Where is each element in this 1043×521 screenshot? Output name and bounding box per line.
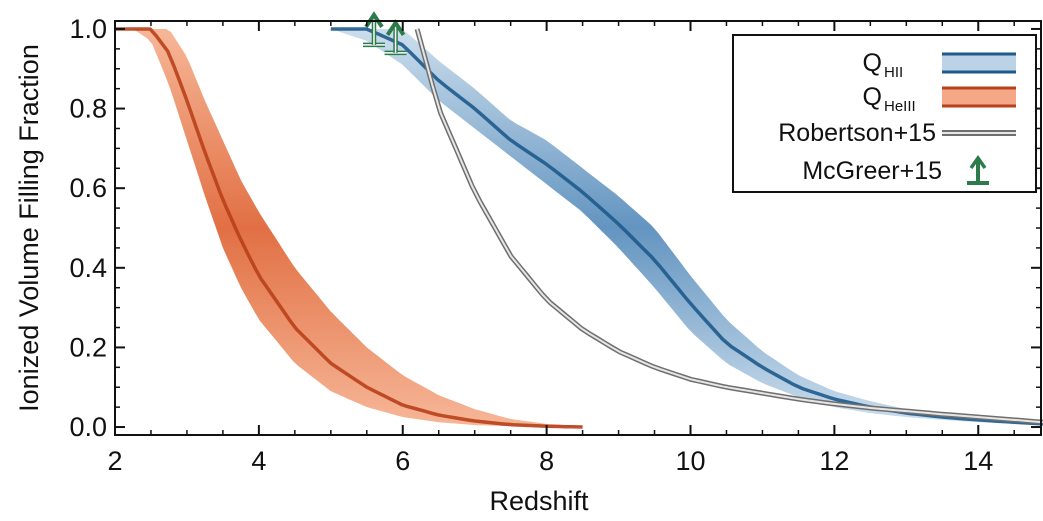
- x-axis-title: Redshift: [489, 486, 589, 516]
- legend-label: McGreer+15: [802, 157, 942, 185]
- x-tick-label-4: 10: [675, 446, 705, 476]
- y-tick-label-4: 0.8: [69, 94, 107, 124]
- mcgreer-point-1: [384, 19, 407, 56]
- x-tick-label-6: 14: [963, 446, 993, 476]
- mcgreer-arrow-head: [364, 11, 384, 28]
- x-tick-label-1: 4: [251, 446, 266, 476]
- robertson-line-inner: [416, 28, 1043, 424]
- mcgreer-point-0: [362, 11, 385, 48]
- mcgreer-arrow-head: [385, 19, 406, 36]
- y-tick-label-2: 0.4: [69, 253, 107, 283]
- y-axis-title: Ionized Volume Filling Fraction: [14, 44, 44, 412]
- x-tick-label-5: 12: [819, 446, 849, 476]
- legend-label: Robertson+15: [778, 119, 936, 147]
- legend-marker-head: [969, 154, 987, 170]
- x-tick-label-0: 2: [107, 446, 122, 476]
- plot-area: [115, 11, 1043, 429]
- legend-label-sub: HeIII: [884, 98, 916, 115]
- axes: 2 4 6 8 10 12 14 0.0 0.2 0.4 0.6 0.8 1.0 Redshift Ioni…: [14, 14, 1042, 516]
- series-median-1: [115, 27, 583, 429]
- legend-swatch: [942, 88, 1016, 106]
- legend-swatch: [942, 54, 1016, 72]
- x-tick-label-3: 8: [539, 446, 554, 476]
- legend-entry-2: Robertson+15: [778, 119, 1016, 147]
- legend-entry-0: Q HII: [863, 49, 1016, 81]
- y-tick-label-0: 0.0: [69, 412, 107, 442]
- legend-entry-1: Q HeIII: [863, 83, 1016, 115]
- y-tick-label-3: 0.6: [69, 173, 107, 203]
- legend-entry-3: McGreer+15: [802, 154, 989, 185]
- y-tick-label-1: 0.2: [69, 332, 107, 362]
- legend-label-sub: HII: [884, 64, 903, 81]
- series-band-0: [330, 29, 1043, 425]
- series-band-1: [115, 29, 583, 427]
- y-tick-label-5: 1.0: [69, 14, 107, 44]
- legend-label: Q: [863, 83, 882, 111]
- legend-label: Q: [863, 49, 882, 77]
- x-tick-label-2: 6: [395, 446, 410, 476]
